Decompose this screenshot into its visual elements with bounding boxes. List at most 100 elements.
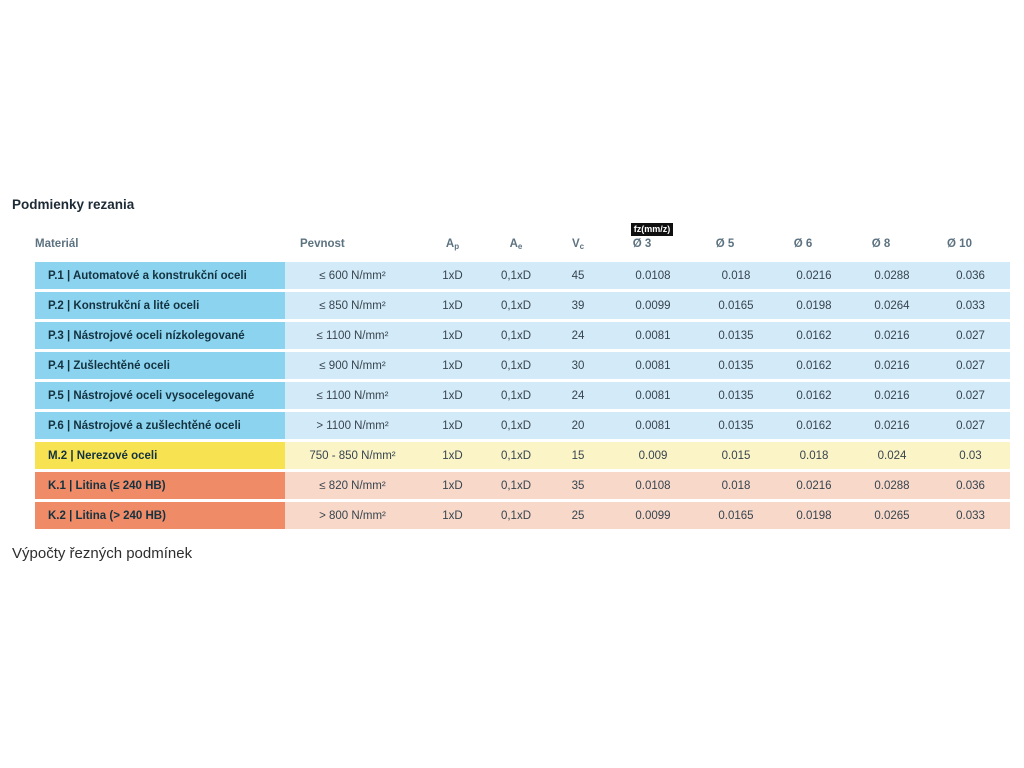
table-row: P.2 | Konstrukční a lité oceli ≤ 850 N/m… bbox=[35, 292, 1010, 319]
ap-cell: 1xD bbox=[420, 352, 485, 379]
fz-d3-cell: 0.0108 bbox=[609, 472, 697, 499]
fz-d8-cell: 0.0288 bbox=[853, 472, 931, 499]
col-header-vc-sub: c bbox=[579, 242, 585, 251]
fz-d6-cell: 0.0162 bbox=[775, 382, 853, 409]
fz-d8-cell: 0.0216 bbox=[853, 382, 931, 409]
material-cell: M.2 | Nerezové oceli bbox=[35, 442, 285, 469]
ae-cell: 0,1xD bbox=[485, 322, 547, 349]
col-header-material: Materiál bbox=[35, 238, 79, 250]
fz-d8-cell: 0.0216 bbox=[853, 412, 931, 439]
footer-caption: Výpočty řezných podmínek bbox=[12, 545, 193, 562]
material-cell: P.4 | Zušlechtěné oceli bbox=[35, 352, 285, 379]
fz-d5-cell: 0.0135 bbox=[697, 322, 775, 349]
material-cell: P.2 | Konstrukční a lité oceli bbox=[35, 292, 285, 319]
table-row: P.3 | Nástrojové oceli nízkolegované ≤ 1… bbox=[35, 322, 1010, 349]
ae-cell: 0,1xD bbox=[485, 412, 547, 439]
fz-d10-cell: 0.036 bbox=[931, 262, 1010, 289]
ae-cell: 0,1xD bbox=[485, 292, 547, 319]
fz-d10-cell: 0.027 bbox=[931, 352, 1010, 379]
pevnost-cell: ≤ 820 N/mm² bbox=[285, 472, 420, 499]
pevnost-cell: ≤ 900 N/mm² bbox=[285, 352, 420, 379]
vc-cell: 35 bbox=[547, 472, 609, 499]
fz-d10-cell: 0.027 bbox=[931, 412, 1010, 439]
table-row: K.2 | Litina (> 240 HB) > 800 N/mm² 1xD … bbox=[35, 502, 1010, 529]
col-header-d8: Ø 8 bbox=[871, 238, 891, 250]
vc-cell: 24 bbox=[547, 382, 609, 409]
fz-d5-cell: 0.018 bbox=[697, 472, 775, 499]
fz-d10-cell: 0.027 bbox=[931, 382, 1010, 409]
fz-d6-cell: 0.0198 bbox=[775, 502, 853, 529]
col-header-d10: Ø 10 bbox=[947, 238, 972, 250]
fz-d8-cell: 0.0288 bbox=[853, 262, 931, 289]
vc-cell: 30 bbox=[547, 352, 609, 379]
fz-d6-cell: 0.0162 bbox=[775, 352, 853, 379]
pevnost-cell: ≤ 1100 N/mm² bbox=[285, 322, 420, 349]
ap-cell: 1xD bbox=[420, 292, 485, 319]
col-header-ae-sub: e bbox=[517, 242, 523, 251]
fz-d10-cell: 0.03 bbox=[931, 442, 1010, 469]
fz-d5-cell: 0.0165 bbox=[697, 502, 775, 529]
material-cell: K.1 | Litina (≤ 240 HB) bbox=[35, 472, 285, 499]
fz-d5-cell: 0.0135 bbox=[697, 352, 775, 379]
fz-d6-cell: 0.0162 bbox=[775, 322, 853, 349]
fz-unit-badge: fz(mm/z) bbox=[630, 223, 674, 236]
fz-d6-cell: 0.0216 bbox=[775, 262, 853, 289]
ap-cell: 1xD bbox=[420, 442, 485, 469]
fz-d3-cell: 0.0099 bbox=[609, 502, 697, 529]
table-row: P.4 | Zušlechtěné oceli ≤ 900 N/mm² 1xD … bbox=[35, 352, 1010, 379]
table-row: M.2 | Nerezové oceli 750 - 850 N/mm² 1xD… bbox=[35, 442, 1010, 469]
fz-d8-cell: 0.0216 bbox=[853, 352, 931, 379]
col-header-d6: Ø 6 bbox=[793, 238, 813, 250]
col-header-ae-base: A bbox=[509, 238, 518, 250]
col-header-d3: fz(mm/z) Ø 3 bbox=[609, 223, 697, 252]
fz-d3-cell: 0.0081 bbox=[609, 322, 697, 349]
fz-d3-cell: 0.0108 bbox=[609, 262, 697, 289]
material-cell: P.6 | Nástrojové a zušlechtěné oceli bbox=[35, 412, 285, 439]
col-header-pevnost: Pevnost bbox=[300, 238, 345, 250]
pevnost-cell: > 1100 N/mm² bbox=[285, 412, 420, 439]
ap-cell: 1xD bbox=[420, 262, 485, 289]
col-header-ap-base: A bbox=[445, 238, 455, 250]
material-cell: P.3 | Nástrojové oceli nízkolegované bbox=[35, 322, 285, 349]
ap-cell: 1xD bbox=[420, 322, 485, 349]
ae-cell: 0,1xD bbox=[485, 262, 547, 289]
pevnost-cell: > 800 N/mm² bbox=[285, 502, 420, 529]
pevnost-cell: ≤ 600 N/mm² bbox=[285, 262, 420, 289]
fz-d10-cell: 0.027 bbox=[931, 322, 1010, 349]
fz-d5-cell: 0.015 bbox=[697, 442, 775, 469]
vc-cell: 24 bbox=[547, 322, 609, 349]
vc-cell: 45 bbox=[547, 262, 609, 289]
fz-d10-cell: 0.036 bbox=[931, 472, 1010, 499]
fz-d8-cell: 0.0264 bbox=[853, 292, 931, 319]
col-header-vc-base: V bbox=[571, 238, 580, 250]
fz-d8-cell: 0.024 bbox=[853, 442, 931, 469]
fz-d3-cell: 0.0081 bbox=[609, 412, 697, 439]
pevnost-cell: 750 - 850 N/mm² bbox=[285, 442, 420, 469]
vc-cell: 15 bbox=[547, 442, 609, 469]
table-row: P.6 | Nástrojové a zušlechtěné oceli > 1… bbox=[35, 412, 1010, 439]
pevnost-cell: ≤ 1100 N/mm² bbox=[285, 382, 420, 409]
material-cell: K.2 | Litina (> 240 HB) bbox=[35, 502, 285, 529]
col-header-d5: Ø 5 bbox=[715, 238, 735, 250]
ap-cell: 1xD bbox=[420, 382, 485, 409]
fz-d3-cell: 0.0099 bbox=[609, 292, 697, 319]
ae-cell: 0,1xD bbox=[485, 472, 547, 499]
ap-cell: 1xD bbox=[420, 472, 485, 499]
ap-cell: 1xD bbox=[420, 502, 485, 529]
material-cell: P.1 | Automatové a konstrukční oceli bbox=[35, 262, 285, 289]
fz-d10-cell: 0.033 bbox=[931, 502, 1010, 529]
fz-d5-cell: 0.018 bbox=[697, 262, 775, 289]
table-row: K.1 | Litina (≤ 240 HB) ≤ 820 N/mm² 1xD … bbox=[35, 472, 1010, 499]
ap-cell: 1xD bbox=[420, 412, 485, 439]
vc-cell: 20 bbox=[547, 412, 609, 439]
ae-cell: 0,1xD bbox=[485, 382, 547, 409]
fz-d5-cell: 0.0165 bbox=[697, 292, 775, 319]
fz-d10-cell: 0.033 bbox=[931, 292, 1010, 319]
fz-d3-cell: 0.009 bbox=[609, 442, 697, 469]
material-cell: P.5 | Nástrojové oceli vysocelegované bbox=[35, 382, 285, 409]
fz-d5-cell: 0.0135 bbox=[697, 412, 775, 439]
